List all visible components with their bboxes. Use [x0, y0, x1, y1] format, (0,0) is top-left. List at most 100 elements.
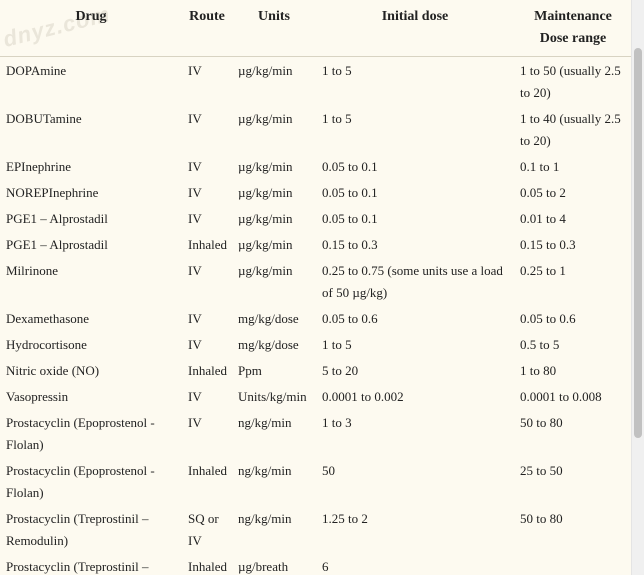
- cell-maintenance: 0.1 to 1: [520, 159, 560, 174]
- vertical-scrollbar[interactable]: [631, 0, 644, 575]
- table-row: Milrinone IV µg/kg/min 0.25 to 0.75 (some u…: [0, 257, 632, 305]
- header-route: Route: [182, 0, 232, 57]
- cell-route: IV: [188, 63, 202, 78]
- cell-route: Inhaled: [188, 463, 227, 478]
- cell-units: µg/breath: [238, 559, 289, 574]
- cell-maintenance: 1 to 40 (usually 2.5 to 20): [520, 111, 621, 148]
- cell-maintenance: [514, 553, 632, 575]
- table-row: Vasopressin IV Units/kg/min 0.0001 to 0.002…: [0, 383, 632, 409]
- header-maintenance-line2: Dose range: [539, 31, 607, 46]
- cell-drug: DOPAmine: [6, 63, 67, 78]
- cell-units: Units/kg/min: [238, 389, 307, 404]
- cell-maintenance: 0.0001 to 0.008: [520, 389, 602, 404]
- cell-maintenance: 1 to 80: [520, 363, 557, 378]
- cell-maintenance: 0.25 to 1: [520, 263, 566, 278]
- cell-units: µg/kg/min: [238, 111, 293, 126]
- cell-maintenance: 0.5 to 5: [520, 337, 560, 352]
- cell-route: Inhaled: [188, 559, 227, 574]
- cell-maintenance: 0.05 to 0.6: [520, 311, 576, 326]
- cell-units: µg/kg/min: [238, 263, 293, 278]
- table-row: Hydrocortisone IV mg/kg/dose 1 to 5 0.5 to 5: [0, 331, 632, 357]
- cell-route: IV: [188, 211, 202, 226]
- cell-drug: Prostacyclin (Epoprostenol - Flolan): [6, 463, 155, 500]
- cell-drug: Prostacyclin (Treprostinil –: [6, 559, 149, 574]
- cell-route: IV: [188, 263, 202, 278]
- cell-initial: 1.25 to 2: [322, 511, 368, 526]
- table-row: Dexamethasone IV mg/kg/dose 0.05 to 0.6 0.05…: [0, 305, 632, 331]
- table-row: NOREPInephrine IV µg/kg/min 0.05 to 0.1 0.05…: [0, 179, 632, 205]
- cell-route: IV: [188, 337, 202, 352]
- cell-units: mg/kg/dose: [238, 311, 299, 326]
- cell-initial: 0.05 to 0.1: [322, 211, 378, 226]
- cell-drug: NOREPInephrine: [6, 185, 99, 200]
- cell-drug: Hydrocortisone: [6, 337, 87, 352]
- cell-route: SQ or IV: [188, 511, 219, 548]
- cell-drug: DOBUTamine: [6, 111, 82, 126]
- cell-initial: 1 to 5: [322, 111, 352, 126]
- cell-initial: 1 to 5: [322, 337, 352, 352]
- table-row: Prostacyclin (Treprostinil – Remodulin) S…: [0, 505, 632, 553]
- cell-initial: 50: [322, 463, 335, 478]
- cell-units: ng/kg/min: [238, 415, 292, 430]
- cell-route: IV: [188, 389, 202, 404]
- table-row: PGE1 – Alprostadil IV µg/kg/min 0.05 to 0.1…: [0, 205, 632, 231]
- cell-initial: 0.25 to 0.75 (some units use a load of 5…: [322, 263, 503, 300]
- cell-initial: 1 to 5: [322, 63, 352, 78]
- cell-initial: 0.05 to 0.6: [322, 311, 378, 326]
- cell-initial: 0.05 to 0.1: [322, 159, 378, 174]
- table-row: DOBUTamine IV µg/kg/min 1 to 5 1 to 40 (usua…: [0, 105, 632, 153]
- cell-initial: 1 to 3: [322, 415, 352, 430]
- cell-drug: Prostacyclin (Epoprostenol - Flolan): [6, 415, 155, 452]
- cell-units: µg/kg/min: [238, 211, 293, 226]
- header-maintenance-line1: Maintenance: [534, 9, 612, 24]
- cell-drug: Nitric oxide (NO): [6, 363, 100, 378]
- cell-route: IV: [188, 311, 202, 326]
- cell-maintenance: 50 to 80: [520, 511, 563, 526]
- scrollbar-thumb[interactable]: [634, 48, 642, 438]
- cell-initial: 6: [322, 559, 329, 574]
- header-drug: Drug: [0, 0, 182, 57]
- cell-initial: 0.05 to 0.1: [322, 185, 378, 200]
- cell-maintenance: 0.15 to 0.3: [520, 237, 576, 252]
- cell-drug: Vasopressin: [6, 389, 69, 404]
- cell-initial: 0.0001 to 0.002: [322, 389, 404, 404]
- cell-route: IV: [188, 111, 202, 126]
- cell-initial: 5 to 20: [322, 363, 359, 378]
- table-body: DOPAmine IV µg/kg/min 1 to 5 1 to 50 (usuall…: [0, 57, 632, 575]
- table-row: Prostacyclin (Treprostinil – Inhaled µg/br…: [0, 553, 632, 575]
- cell-route: IV: [188, 185, 202, 200]
- cell-units: ng/kg/min: [238, 511, 292, 526]
- cell-units: ng/kg/min: [238, 463, 292, 478]
- cell-route: IV: [188, 415, 202, 430]
- cell-route: Inhaled: [188, 363, 227, 378]
- cell-maintenance: 0.01 to 4: [520, 211, 566, 226]
- cell-drug: PGE1 – Alprostadil: [6, 211, 108, 226]
- header-initial-dose: Initial dose: [316, 0, 514, 57]
- table-row: EPInephrine IV µg/kg/min 0.05 to 0.1 0.1 to …: [0, 153, 632, 179]
- cell-drug: Milrinone: [6, 263, 58, 278]
- table-row: PGE1 – Alprostadil Inhaled µg/kg/min 0.15 t…: [0, 231, 632, 257]
- cell-units: µg/kg/min: [238, 237, 293, 252]
- cell-units: µg/kg/min: [238, 159, 293, 174]
- cell-route: Inhaled: [188, 237, 227, 252]
- cell-maintenance: 1 to 50 (usually 2.5 to 20): [520, 63, 621, 100]
- table-row: Nitric oxide (NO) Inhaled Ppm 5 to 20 1 to 8…: [0, 357, 632, 383]
- header-units: Units: [232, 0, 316, 57]
- cell-units: µg/kg/min: [238, 185, 293, 200]
- cell-drug: Dexamethasone: [6, 311, 90, 326]
- cell-initial: 0.15 to 0.3: [322, 237, 378, 252]
- table-row: DOPAmine IV µg/kg/min 1 to 5 1 to 50 (usuall…: [0, 57, 632, 106]
- table-row: Prostacyclin (Epoprostenol - Flolan) IV ng…: [0, 409, 632, 457]
- table-row: Prostacyclin (Epoprostenol - Flolan) Inha…: [0, 457, 632, 505]
- header-maintenance: Maintenance Dose range: [514, 0, 632, 57]
- cell-units: µg/kg/min: [238, 63, 293, 78]
- cell-route: IV: [188, 159, 202, 174]
- cell-drug: Prostacyclin (Treprostinil – Remodulin): [6, 511, 149, 548]
- cell-maintenance: 50 to 80: [520, 415, 563, 430]
- cell-drug: EPInephrine: [6, 159, 71, 174]
- cell-drug: PGE1 – Alprostadil: [6, 237, 108, 252]
- table-header-row: Drug Route Units Initial dose Maintenanc…: [0, 0, 632, 57]
- cell-maintenance: 0.05 to 2: [520, 185, 566, 200]
